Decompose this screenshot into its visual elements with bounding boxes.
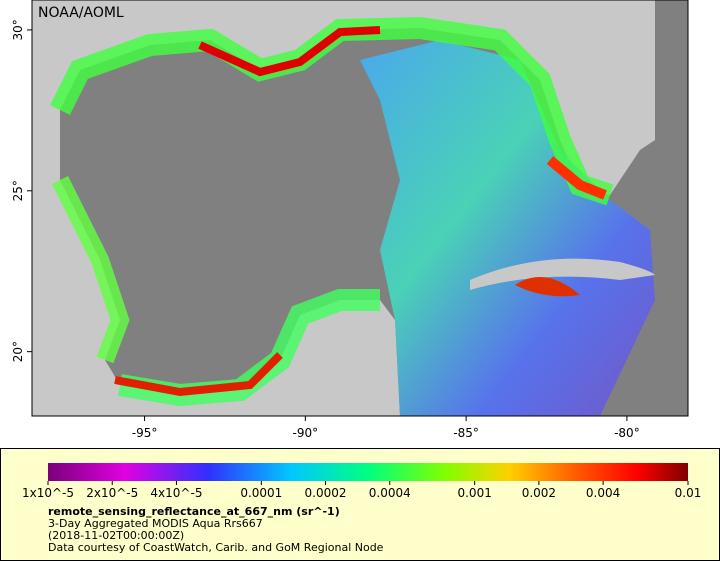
legend-variable: remote_sensing_reflectance_at_667_nm (sr…: [48, 505, 340, 518]
coastal-band-red: [198, 26, 381, 77]
legend-credit: Data courtesy of CoastWatch, Carib. and …: [48, 541, 384, 554]
cuba-shelf: [515, 277, 580, 297]
atlantic-no-data: [655, 0, 688, 416]
colorbar-tick-label: 0.0002: [305, 486, 347, 500]
lat-tick-label: 20°: [11, 341, 25, 362]
legend-time: (2018-11-02T00:00:00Z): [48, 529, 184, 542]
colorbar-tick-label: 2x10^-5: [86, 486, 138, 500]
colorbar-tick-label: 0.004: [586, 486, 620, 500]
legend-dataset: 3-Day Aggregated MODIS Aqua Rrs667: [48, 517, 263, 530]
colorbar-tick-label: 1x10^-5: [22, 486, 74, 500]
lon-tick-label: -80°: [614, 426, 640, 440]
colorbar-tick-label: 0.0004: [369, 486, 411, 500]
colorbar-ticks: 1x10^-5 2x10^-5 4x10^-5 0.0001 0.0002 0.0004 0…: [22, 481, 701, 500]
axes: -95° -90° -85° -80° 20° 25° 30°: [11, 19, 640, 440]
lat-tick-label: 25°: [11, 180, 25, 201]
lat-tick-label: 30°: [11, 19, 25, 40]
coastal-band-west: [51, 175, 130, 364]
map-credit: NOAA/AOML: [38, 5, 124, 21]
lon-tick-label: -85°: [453, 426, 479, 440]
coastal-band-florida: [546, 156, 607, 200]
cuba: [470, 258, 655, 290]
colorbar: [48, 463, 688, 481]
colorbar-tick-label: 0.001: [457, 486, 491, 500]
colorbar-tick-label: 0.01: [675, 486, 702, 500]
coastal-band-campeche: [114, 352, 283, 397]
lon-tick-label: -95°: [132, 426, 158, 440]
map-frame: [31, 0, 689, 417]
map-area: NOAA/AOML: [31, 0, 689, 417]
lon-tick-label: -90°: [293, 426, 319, 440]
colorbar-tick-label: 0.0001: [240, 486, 282, 500]
colorbar-tick-label: 4x10^-5: [150, 486, 202, 500]
ocean-color-east: [360, 40, 655, 416]
colorbar-tick-label: 0.002: [522, 486, 556, 500]
